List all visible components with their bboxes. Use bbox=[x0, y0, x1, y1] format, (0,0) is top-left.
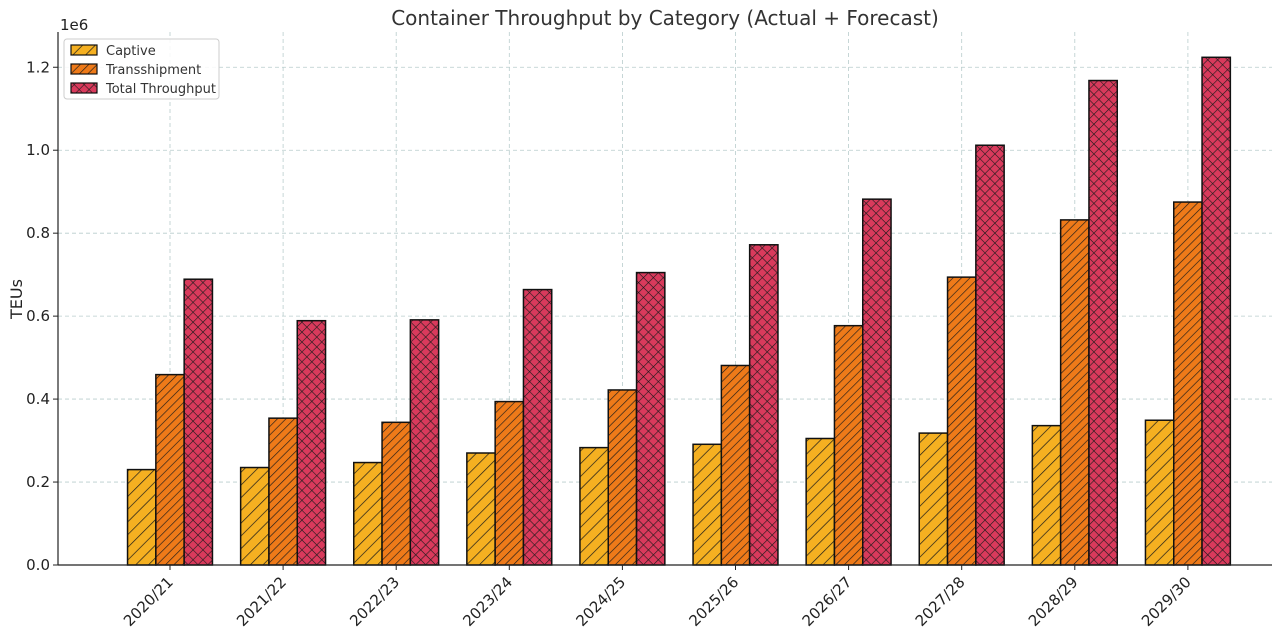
bar-captive bbox=[1031, 424, 1062, 566]
bar-transshipment bbox=[833, 324, 864, 566]
legend-box bbox=[63, 38, 220, 100]
bar-captive bbox=[466, 452, 496, 566]
bar-transshipment bbox=[946, 276, 977, 566]
bar-captive bbox=[239, 466, 270, 566]
bar-transshipment bbox=[155, 373, 185, 566]
x-tick-label: 2021/22 bbox=[233, 573, 290, 630]
bar-transshipment bbox=[720, 364, 751, 566]
bar-transshipment bbox=[1173, 201, 1203, 566]
y-tick-label: 1.0 bbox=[26, 141, 50, 159]
bar-total-throughput bbox=[1088, 79, 1118, 566]
legend-swatch-total-throughput bbox=[70, 82, 98, 94]
y-tick-label: 0.8 bbox=[26, 224, 50, 242]
bar-captive bbox=[579, 446, 610, 566]
x-tick-label: 2024/25 bbox=[572, 573, 629, 630]
legend-label-captive: Captive bbox=[106, 44, 156, 59]
bar-transshipment bbox=[268, 417, 299, 566]
x-tick-label: 2025/26 bbox=[686, 573, 743, 630]
y-offset-label: 1e6 bbox=[60, 16, 88, 34]
bar-captive bbox=[1144, 419, 1175, 566]
y-tick-label: 1.2 bbox=[26, 58, 50, 76]
x-tick-label: 2026/27 bbox=[799, 573, 856, 630]
bar-captive bbox=[805, 437, 836, 566]
x-ticks: 2020/21 2021/22 2022/23 2023/24 2024/25 2025/… bbox=[120, 565, 1195, 630]
x-tick-label: 2029/30 bbox=[1138, 573, 1195, 630]
bar-total-throughput bbox=[296, 319, 327, 566]
chart-title: Container Throughput by Category (Actual… bbox=[391, 6, 939, 30]
y-axis-label: TEUs bbox=[7, 279, 26, 320]
bar-total-throughput bbox=[748, 244, 779, 566]
y-ticks: 0.0 0.2 0.4 0.6 0.8 1.0 1.2 bbox=[26, 58, 58, 574]
bar-total-throughput bbox=[1201, 56, 1232, 566]
bar-total-throughput bbox=[862, 198, 892, 566]
legend-swatch-captive bbox=[70, 44, 98, 56]
y-tick-label: 0.6 bbox=[26, 307, 50, 325]
x-tick-label: 2027/28 bbox=[912, 573, 969, 630]
bar-captive bbox=[918, 432, 949, 566]
x-tick-label: 2022/23 bbox=[346, 573, 403, 630]
bar-captive bbox=[353, 461, 383, 566]
bar-transshipment bbox=[607, 389, 638, 566]
x-tick-label: 2023/24 bbox=[459, 573, 516, 630]
bar-total-throughput bbox=[522, 288, 553, 566]
y-tick-label: 0.2 bbox=[26, 473, 50, 491]
bar-total-throughput bbox=[409, 319, 440, 566]
bar-transshipment bbox=[381, 421, 412, 566]
x-tick-label: 2020/21 bbox=[120, 573, 177, 630]
y-tick-label: 0.4 bbox=[26, 390, 50, 408]
legend-swatch-transshipment bbox=[70, 63, 98, 75]
bar-transshipment bbox=[494, 400, 525, 566]
bars bbox=[126, 56, 1232, 566]
bar-total-throughput bbox=[635, 271, 666, 566]
bar-transshipment bbox=[1059, 219, 1090, 566]
axes bbox=[57, 32, 1272, 566]
bar-captive bbox=[126, 468, 157, 566]
y-tick-label: 0.0 bbox=[26, 556, 50, 574]
legend-label-total-throughput: Total Throughput bbox=[105, 82, 216, 97]
bar-total-throughput bbox=[975, 144, 1005, 566]
legend: Captive Transshipment Total Throughput bbox=[63, 38, 220, 100]
x-tick-label: 2028/29 bbox=[1025, 573, 1082, 630]
bar-total-throughput bbox=[183, 278, 214, 566]
bar-captive bbox=[692, 443, 723, 566]
legend-label-transshipment: Transshipment bbox=[105, 63, 201, 78]
